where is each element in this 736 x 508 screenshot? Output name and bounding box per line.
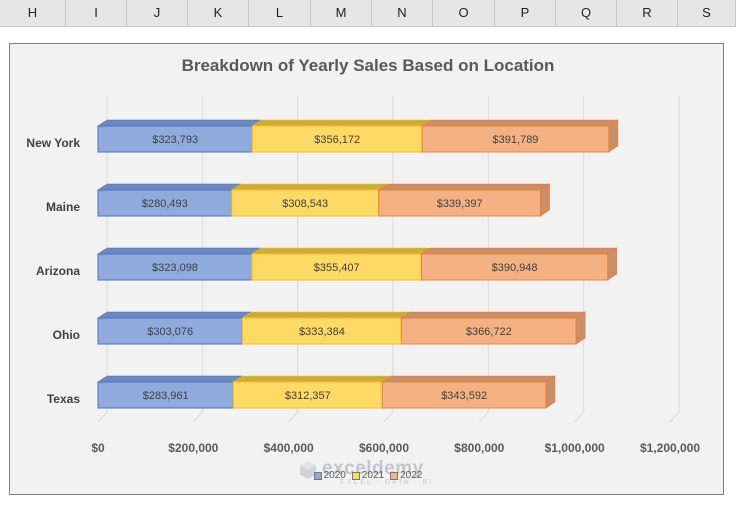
bar-segment-2021[interactable] (251, 125, 423, 153)
x-tick-label: $400,000 (264, 441, 314, 455)
bar-top-2021[interactable] (232, 375, 393, 383)
bar-top-2021[interactable] (251, 119, 433, 127)
bar-side-2022[interactable] (545, 375, 556, 409)
data-label: $333,384 (299, 326, 345, 338)
data-label: $343,592 (441, 390, 487, 402)
column-header-i[interactable]: I (66, 0, 127, 26)
watermark-tagline: EXCEL · DATA · BI (340, 479, 433, 486)
legend-swatch (313, 471, 322, 480)
legend-swatch (390, 471, 399, 480)
legend-swatch (351, 471, 360, 480)
x-tick-label: $1,000,000 (545, 441, 605, 455)
legend-item-2021[interactable]: 2021 (351, 470, 385, 481)
data-label: $366,722 (466, 326, 512, 338)
data-label: $390,948 (492, 262, 538, 274)
data-label: $339,397 (437, 198, 483, 210)
bar-top-2021[interactable] (230, 183, 389, 191)
gridline-floor (574, 411, 585, 423)
data-label: $355,407 (314, 262, 360, 274)
bar-segment-2021[interactable] (251, 253, 422, 281)
legend-label: 2020 (323, 470, 346, 481)
x-tick-label: $800,000 (454, 441, 504, 455)
column-header-o[interactable]: O (433, 0, 495, 26)
bar-segment-2022[interactable] (400, 317, 577, 345)
gridline-floor (192, 411, 203, 423)
bar-top-2020[interactable] (97, 311, 253, 319)
data-label: $356,172 (314, 134, 360, 146)
bar-top-2022[interactable] (381, 375, 557, 383)
bar-segment-2022[interactable] (378, 189, 542, 217)
legend-item-2020[interactable]: 2020 (313, 470, 346, 481)
bar-segment-2022[interactable] (420, 253, 609, 281)
gridline-floor (478, 411, 489, 423)
bar-segment-2020[interactable] (97, 317, 243, 345)
data-label: $280,493 (142, 198, 188, 210)
x-tick-label: $1,200,000 (640, 441, 700, 455)
bar-top-2022[interactable] (420, 247, 618, 255)
bar-top-2022[interactable] (421, 119, 619, 127)
bar-side-2022[interactable] (608, 119, 619, 153)
x-tick-label: $0 (91, 441, 105, 455)
data-label: $323,793 (152, 134, 198, 146)
column-header-l[interactable]: L (249, 0, 311, 26)
gridline-floor (669, 411, 680, 423)
bar-segment-2021[interactable] (232, 381, 383, 409)
gridline-floor (383, 411, 394, 423)
gridline-floor (288, 411, 299, 423)
y-category-label: Arizona (36, 264, 80, 278)
column-header-q[interactable]: Q (556, 0, 617, 26)
gridline-floor (97, 411, 108, 423)
bar-top-2021[interactable] (241, 311, 412, 319)
legend-item-2022[interactable]: 2022 (390, 470, 422, 481)
bar-segment-2020[interactable] (97, 189, 233, 217)
column-header-n[interactable]: N (372, 0, 433, 26)
bar-side-2022[interactable] (540, 183, 550, 217)
bar-top-2021[interactable] (251, 247, 432, 255)
data-label: $308,543 (282, 198, 328, 210)
y-category-label: Ohio (53, 328, 80, 342)
chart-title[interactable]: Breakdown of Yearly Sales Based on Locat… (181, 56, 555, 75)
bar-side-2022[interactable] (575, 311, 586, 345)
y-category-label: Texas (47, 392, 80, 406)
x-tick-label: $200,000 (168, 441, 218, 455)
column-header-m[interactable]: M (311, 0, 372, 26)
bar-side-2022[interactable] (607, 247, 618, 281)
bar-top-2022[interactable] (400, 311, 587, 319)
column-header-p[interactable]: P (495, 0, 556, 26)
exceldemy-logo-icon (300, 461, 316, 479)
bar-top-2020[interactable] (97, 183, 242, 191)
column-header-k[interactable]: K (188, 0, 249, 26)
y-category-label: Maine (46, 200, 80, 214)
bar-segment-2020[interactable] (97, 253, 253, 281)
bar-top-2020[interactable] (97, 375, 244, 383)
bar-segment-2020[interactable] (97, 381, 234, 409)
data-label: $283,961 (143, 390, 189, 402)
bar-segment-2022[interactable] (421, 125, 610, 153)
bar-segment-2021[interactable] (241, 317, 402, 345)
chart-legend[interactable]: 2020 2021 2022 (0, 470, 736, 481)
bar-top-2022[interactable] (377, 183, 551, 191)
data-label: $312,357 (285, 390, 331, 402)
bar-segment-2022[interactable] (381, 381, 547, 409)
legend-label: 2021 (361, 470, 385, 481)
y-category-label: New York (26, 136, 80, 150)
bar-top-2020[interactable] (97, 119, 263, 127)
data-label: $303,076 (147, 326, 193, 338)
x-tick-label: $600,000 (359, 441, 409, 455)
bar-segment-2021[interactable] (231, 189, 380, 217)
data-label: $391,789 (493, 134, 539, 146)
bar-segment-2020[interactable] (97, 125, 253, 153)
data-label: $323,098 (152, 262, 198, 274)
bar-top-2020[interactable] (97, 247, 263, 255)
column-header-j[interactable]: J (127, 0, 188, 26)
column-header-h[interactable]: H (0, 0, 66, 26)
legend-label: 2022 (400, 470, 423, 481)
column-header-r[interactable]: R (617, 0, 678, 26)
